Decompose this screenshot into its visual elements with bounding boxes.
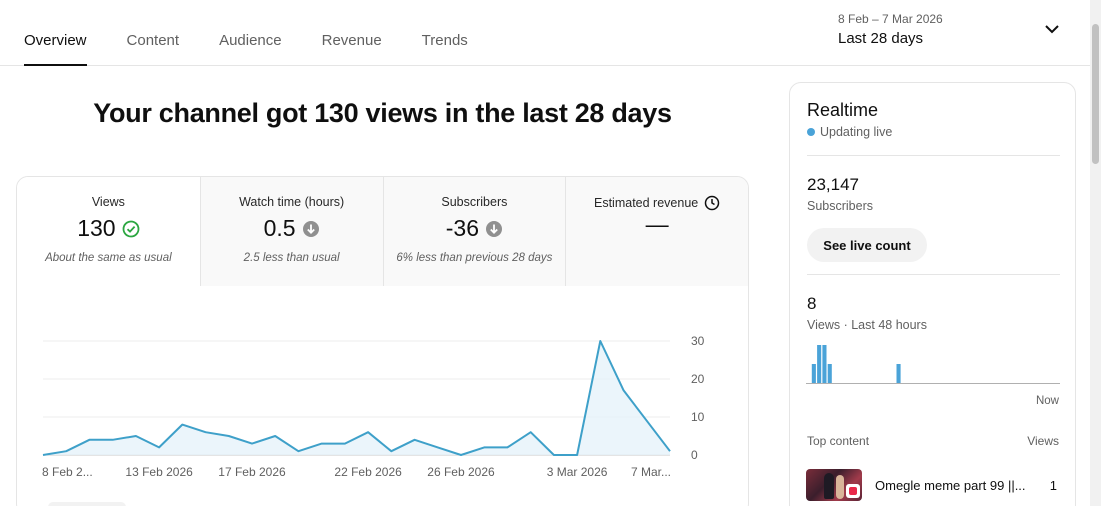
page-scrollbar[interactable] bbox=[1090, 0, 1101, 506]
metric-value: 0.5 bbox=[263, 215, 296, 241]
metric-estimated-revenue[interactable]: Estimated revenue — bbox=[565, 177, 748, 286]
realtime-title: Realtime bbox=[807, 100, 879, 120]
metric-subscribers[interactable]: Subscribers -36 6% less than previous 28… bbox=[382, 177, 566, 286]
top-content-views-header: Views bbox=[1027, 434, 1059, 448]
shorts-icon bbox=[846, 484, 860, 498]
chart-area-fill bbox=[43, 341, 670, 455]
metric-note: 2.5 less than usual bbox=[243, 252, 340, 264]
metric-value-row: — bbox=[566, 211, 748, 238]
tab-bar: Overview Content Audience Revenue Trends bbox=[24, 0, 508, 66]
see-live-count-button[interactable]: See live count bbox=[807, 228, 927, 262]
chart-x-ticks: 8 Feb 2... 13 Feb 2026 17 Feb 2026 22 Feb 2… bbox=[42, 465, 671, 479]
metric-title: Watch time (hours) bbox=[239, 195, 345, 209]
y-tick-label: 20 bbox=[691, 372, 705, 386]
views-chart[interactable]: 0 10 20 30 8 Feb 2... 13 Feb 2026 17 Feb 2026… bbox=[17, 286, 749, 486]
divider bbox=[807, 155, 1060, 156]
realtime-bar[interactable] bbox=[896, 364, 901, 383]
realtime-bar[interactable] bbox=[827, 364, 832, 383]
overview-card: Views 130 About the same as usual Watch … bbox=[16, 176, 749, 506]
scrollbar-thumb[interactable] bbox=[1092, 24, 1099, 164]
now-label: Now bbox=[1035, 395, 1059, 407]
realtime-bar-chart[interactable] bbox=[806, 345, 1060, 387]
metric-note: 6% less than previous 28 days bbox=[396, 252, 553, 264]
realtime-views-label: Views · Last 48 hours bbox=[807, 318, 927, 332]
y-tick-label: 30 bbox=[691, 334, 705, 348]
clock-icon bbox=[704, 195, 720, 211]
date-range-text: 8 Feb – 7 Mar 2026 bbox=[838, 12, 943, 26]
tab-trends[interactable]: Trends bbox=[421, 31, 468, 49]
top-bar: Overview Content Audience Revenue Trends… bbox=[0, 0, 1090, 66]
metric-value: 130 bbox=[77, 215, 116, 241]
chevron-down-icon[interactable] bbox=[1042, 22, 1062, 38]
x-tick-label: 7 Mar... bbox=[631, 465, 671, 479]
realtime-bar[interactable] bbox=[817, 345, 822, 383]
tab-overview[interactable]: Overview bbox=[24, 0, 87, 66]
metric-title: Estimated revenue bbox=[566, 195, 748, 211]
tab-revenue[interactable]: Revenue bbox=[321, 31, 382, 49]
metric-value-row: 130 bbox=[17, 215, 200, 242]
date-range-label: Last 28 days bbox=[838, 30, 924, 47]
arrow-down-circle-icon bbox=[302, 220, 319, 237]
x-tick-label: 8 Feb 2... bbox=[42, 465, 93, 479]
y-tick-label: 10 bbox=[691, 410, 705, 424]
live-label: Updating live bbox=[820, 125, 893, 139]
metric-watch-time[interactable]: Watch time (hours) 0.5 2.5 less than usu… bbox=[199, 177, 383, 286]
page-headline: Your channel got 130 views in the last 2… bbox=[93, 98, 672, 128]
metric-value-row: 0.5 bbox=[201, 215, 383, 242]
y-tick-label: 0 bbox=[691, 448, 698, 462]
metric-tabs: Views 130 About the same as usual Watch … bbox=[17, 177, 748, 286]
metric-value-row: -36 bbox=[384, 215, 566, 242]
metric-value: — bbox=[645, 211, 669, 237]
x-tick-label: 13 Feb 2026 bbox=[125, 465, 193, 479]
divider bbox=[807, 274, 1060, 275]
subscriber-count: 23,147 bbox=[807, 175, 859, 194]
tab-audience[interactable]: Audience bbox=[219, 31, 282, 49]
metric-title: Subscribers bbox=[441, 195, 508, 209]
top-content-views: 1 bbox=[1049, 478, 1057, 493]
metric-views[interactable]: Views 130 About the same as usual bbox=[17, 177, 200, 286]
x-tick-label: 22 Feb 2026 bbox=[334, 465, 402, 479]
x-tick-label: 17 Feb 2026 bbox=[218, 465, 286, 479]
video-thumbnail[interactable] bbox=[806, 469, 862, 501]
live-dot-icon bbox=[807, 128, 815, 136]
x-tick-label: 3 Mar 2026 bbox=[547, 465, 608, 479]
top-content-label: Top content bbox=[807, 434, 870, 448]
live-indicator: Updating live bbox=[807, 125, 892, 139]
realtime-card: Realtime Updating live 23,147 Subscriber… bbox=[789, 82, 1076, 506]
realtime-bar[interactable] bbox=[811, 364, 816, 383]
chart-series-line[interactable] bbox=[42, 340, 671, 456]
realtime-bar[interactable] bbox=[822, 345, 827, 383]
x-tick-label: 26 Feb 2026 bbox=[427, 465, 495, 479]
metric-title-text: Estimated revenue bbox=[594, 196, 699, 210]
chart-y-ticks: 0 10 20 30 bbox=[691, 334, 705, 462]
check-circle-icon bbox=[122, 220, 139, 237]
metric-note: About the same as usual bbox=[45, 252, 172, 264]
metric-title: Views bbox=[91, 195, 125, 209]
metric-value: -36 bbox=[445, 215, 479, 241]
realtime-views-count: 8 bbox=[807, 294, 817, 313]
subscriber-label: Subscribers bbox=[807, 199, 873, 213]
date-range-picker[interactable]: 8 Feb – 7 Mar 2026 Last 28 days bbox=[838, 10, 1068, 56]
advanced-mode-button[interactable] bbox=[48, 502, 126, 506]
tab-content[interactable]: Content bbox=[126, 31, 180, 49]
arrow-down-circle-icon bbox=[486, 220, 502, 237]
top-content-title[interactable]: Omegle meme part 99 ||... bbox=[875, 478, 1026, 493]
